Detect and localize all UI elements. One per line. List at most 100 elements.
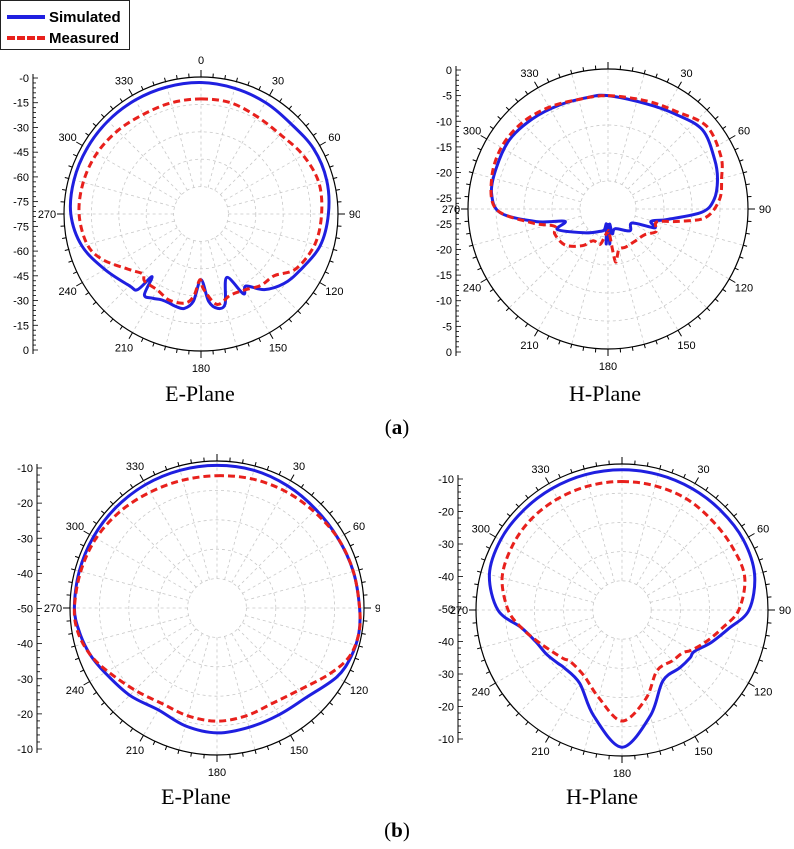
angle-tick-mark [677,329,682,337]
angle-tick-mark [683,473,686,478]
angle-tick-label: 30 [697,464,709,476]
radial-tick-label: -10 [17,744,33,756]
angle-tick-mark [476,647,482,650]
angle-tick-label: 60 [328,132,340,144]
angle-tick-mark [724,712,729,717]
angle-tick-mark [739,256,744,259]
angle-tick-mark [85,292,90,296]
angle-tick-label: 330 [115,76,133,88]
angle-tick-mark [128,332,133,339]
angle-tick-mark [524,90,529,95]
angle-tick-mark [129,484,134,488]
radial-tick-label: -45 [13,271,29,283]
grid-spoke [237,503,322,588]
angle-tick-mark [358,568,363,571]
angle-tick-mark [546,335,550,340]
angle-tick-mark [754,671,759,674]
angle-tick-mark [190,459,192,464]
angle-tick-mark [269,89,274,96]
angle-tick-mark [311,720,315,724]
angle-tick-label: 240 [58,286,76,298]
caption-b-h-plane: H-Plane [565,784,639,809]
series-line-measured [77,97,324,306]
polar-chart-b-e-plane: 0306090120150180210240270300330-10-20-30… [17,454,380,779]
angle-tick-mark [76,141,83,146]
angle-tick-mark [646,462,649,467]
grid-spoke [89,534,192,594]
angle-tick-mark [358,645,363,648]
angle-tick-mark [468,171,473,174]
grid-spoke [112,503,197,588]
polar-grid [70,461,364,755]
radial-scale-axis: -10 -20 -30 -40 -50 -40 -30 -20 -10 [438,474,463,746]
angle-tick-mark [505,307,510,312]
grid-spoke [242,622,345,682]
angle-tick-mark [743,244,748,247]
radial-tick-label: 0 [23,345,29,357]
radial-tick-label: -40 [438,637,454,649]
grid-spoke [207,240,237,347]
angle-tick-mark [258,337,262,343]
angle-tick-mark [498,693,503,697]
angle-tick-mark [224,348,226,353]
angle-tick-mark [643,344,646,349]
radial-tick-label: -10 [17,463,33,475]
angle-tick-mark [350,669,355,673]
angle-tick-mark [74,555,80,559]
angle-tick-mark [354,657,360,661]
radial-tick-label: -40 [17,639,33,651]
radial-tick-label: -5 [442,91,452,103]
angle-tick-mark [570,69,573,74]
angle-tick-mark [152,741,156,746]
angle-tick-mark [329,165,334,168]
angle-tick-mark [468,244,473,247]
caption-b-e-plane: E-Plane [161,784,231,809]
grid-spoke [132,95,188,191]
angle-tick-mark [480,278,488,283]
angle-tick-mark [329,702,333,706]
angle-tick-mark [324,271,330,275]
grid-spoke [214,237,270,333]
grid-spoke [627,228,708,309]
grid-spoke [207,81,237,188]
angle-tick-mark [109,105,114,110]
grid-spoke [642,630,726,714]
angle-tick-mark [762,570,768,573]
angle-tick-mark [109,711,114,716]
legend-label-simulated: Simulated [49,8,121,26]
angle-tick-mark [100,310,105,315]
angle-tick-mark [266,465,270,471]
series-line-measured [72,474,362,723]
grid-ring [157,548,277,668]
radial-tick-label: -30 [13,122,29,134]
grid-spoke [634,172,744,203]
grid-spoke [508,228,589,309]
angle-tick-mark [545,736,550,743]
angle-tick-mark [71,568,76,571]
angle-tick-mark [269,332,274,339]
angle-tick-mark [79,669,84,673]
legend-label-measured: Measured [49,29,120,47]
angle-tick-label: 90 [779,605,791,617]
radial-tick-label: -0 [19,73,29,85]
angle-tick-label: 180 [599,361,617,373]
angle-tick-label: 270 [38,209,56,221]
angle-tick-mark [472,256,477,259]
angle-tick-label: 30 [293,461,305,473]
angle-tick-mark [85,132,90,136]
angle-tick-label: 90 [759,204,771,216]
angle-tick-mark [466,183,471,186]
grid-spoke [242,534,345,594]
angle-tick-mark [279,325,283,330]
polar-chart-a-e-plane: 0306090120150180210240270300330-0-15-30-… [13,56,360,375]
angle-tick-mark [62,189,67,191]
angle-tick-mark [524,323,529,328]
angle-tick-mark [311,492,315,496]
chart-legend: Simulated Measured [0,0,130,50]
grid-spoke [571,235,602,345]
angle-tick-mark [582,464,585,470]
angle-tick-mark [694,477,699,484]
angle-tick-mark [139,735,144,742]
angle-tick-mark [329,260,334,263]
angle-tick-label: 330 [520,68,538,80]
